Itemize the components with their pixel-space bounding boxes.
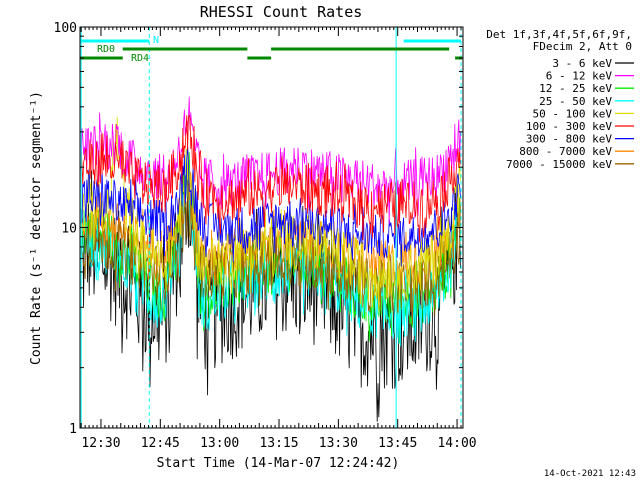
legend-label-7: 800 - 7000 keV xyxy=(519,145,612,158)
legend-header-line-1: Det 1f,3f,4f,5f,6f,9f, xyxy=(486,28,632,41)
x-tick-label: 13:45 xyxy=(378,436,417,451)
series-line-4 xyxy=(80,116,461,315)
legend-label-3: 25 - 50 keV xyxy=(539,95,612,108)
legend-label-4: 50 - 100 keV xyxy=(533,107,613,120)
x-tick-label: 14:00 xyxy=(437,436,476,451)
chart-title: RHESSI Count Rates xyxy=(200,3,363,21)
flag-label-3: RD4 xyxy=(131,53,149,64)
x-tick-label: 13:00 xyxy=(200,436,239,451)
y-axis-label: Count Rate (s⁻¹ detector segment⁻¹) xyxy=(29,91,44,365)
legend-label-6: 300 - 800 keV xyxy=(526,133,612,146)
y-tick-label: 10 xyxy=(61,222,77,237)
plot-timestamp: 14-Oct-2021 12:43 xyxy=(544,469,636,479)
flag-label-1: N xyxy=(153,35,159,46)
series-line-5 xyxy=(80,115,461,243)
series-traces xyxy=(80,96,461,422)
legend-label-5: 100 - 300 keV xyxy=(526,120,612,133)
x-axis-label: Start Time (14-Mar-07 12:24:42) xyxy=(157,456,400,471)
y-tick-label: 100 xyxy=(54,21,77,36)
legend-label-0: 3 - 6 keV xyxy=(552,57,612,70)
flag-label-2: RD0 xyxy=(97,44,115,55)
legend-label-8: 7000 - 15000 keV xyxy=(506,158,612,171)
y-tick-label: 1 xyxy=(69,422,77,437)
x-tick-label: 13:15 xyxy=(259,436,298,451)
x-tick-label: 13:30 xyxy=(319,436,358,451)
legend-label-2: 12 - 25 keV xyxy=(539,82,612,95)
x-tick-label: 12:45 xyxy=(141,436,180,451)
legend-label-1: 6 - 12 keV xyxy=(546,70,613,83)
legend-header-line-2: FDecim 2, Att 0 xyxy=(533,40,632,53)
series-line-8 xyxy=(80,179,461,325)
axes: 1 10 100 12:30 12:45 13:00 13:15 13:30 13:45 14:0… xyxy=(54,21,477,451)
x-tick-label: 12:30 xyxy=(81,436,120,451)
series-line-6 xyxy=(80,145,461,267)
